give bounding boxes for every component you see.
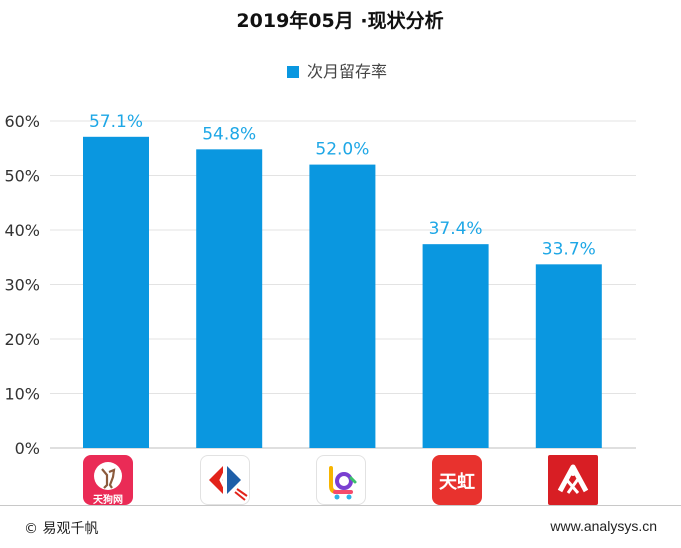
bar-欧尚 bbox=[535, 264, 602, 448]
legend-label: 次月留存率 bbox=[307, 62, 387, 81]
tiangou-icon-text: 天狗网 bbox=[93, 495, 123, 505]
auchan-app-icon bbox=[548, 455, 598, 505]
y-tick-label: 10% bbox=[4, 385, 40, 404]
tianhong-icon-text: 天虹 bbox=[439, 472, 475, 493]
footer: © 易观千帆 www.analysys.cn bbox=[0, 505, 681, 548]
y-tick-label: 60% bbox=[4, 112, 40, 131]
bar-value-label: 52.0% bbox=[315, 140, 369, 160]
bar-天虹 bbox=[422, 244, 489, 448]
y-tick-label: 30% bbox=[4, 276, 40, 295]
footer-website: www.analysys.cn bbox=[550, 518, 657, 534]
tiangou-app-icon: 天狗网 bbox=[83, 455, 133, 505]
bar-value-label: 54.8% bbox=[202, 124, 256, 144]
y-tick-label: 20% bbox=[4, 330, 40, 349]
carrefour-app-icon bbox=[200, 455, 250, 505]
y-tick-label: 0% bbox=[15, 439, 40, 458]
bar-chart: 2019年05月 ·现状分析 次月留存率 0% 10% 20% 30% 40% 50% 60… bbox=[4, 9, 636, 458]
bar-多点 bbox=[309, 164, 376, 448]
y-tick-label: 40% bbox=[4, 221, 40, 240]
bar-value-label: 37.4% bbox=[429, 219, 483, 239]
bar-value-label: 33.7% bbox=[542, 239, 596, 259]
chart-title: 2019年05月 ·现状分析 bbox=[236, 9, 443, 32]
y-tick-label: 50% bbox=[4, 167, 40, 186]
bar-家乐福 bbox=[196, 149, 263, 448]
footer-copyright: © 易观千帆 bbox=[24, 521, 99, 537]
legend-swatch bbox=[287, 66, 299, 78]
bar-天狗网 bbox=[83, 136, 149, 448]
bar-value-label: 57.1% bbox=[89, 112, 143, 132]
duodian-app-icon bbox=[316, 455, 366, 505]
tianhong-app-icon: 天虹 bbox=[432, 455, 482, 505]
